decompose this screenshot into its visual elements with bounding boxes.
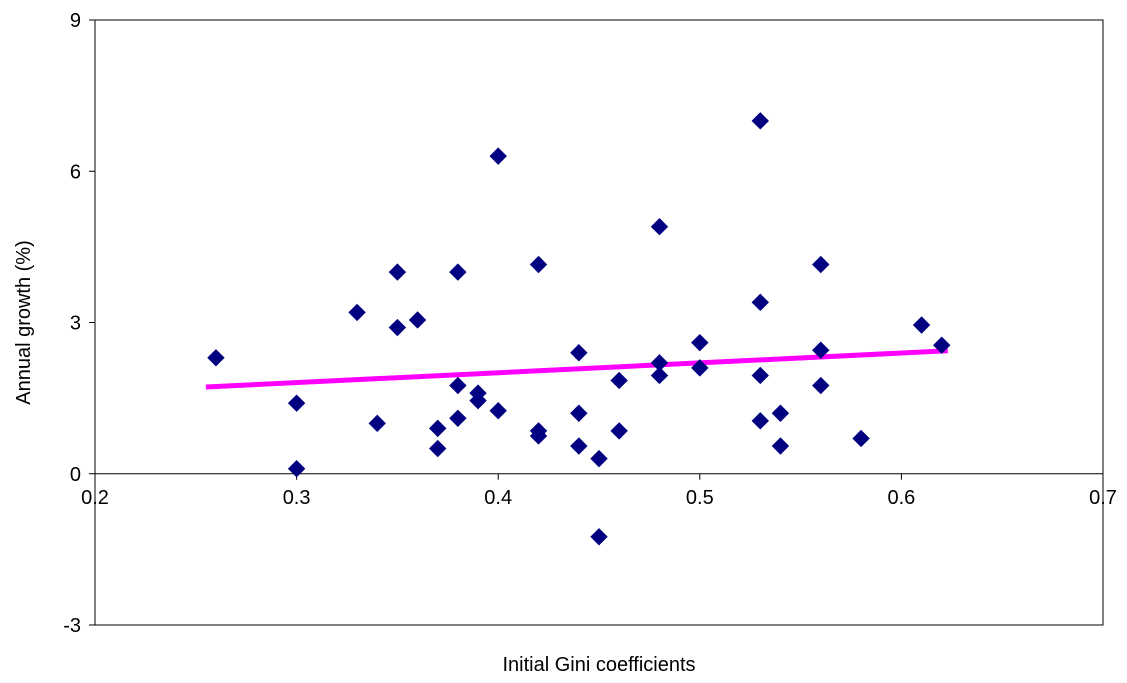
y-tick-label: 9 [70, 10, 81, 32]
data-point [429, 439, 447, 458]
x-tick-label: 0.2 [81, 487, 109, 509]
x-tick-label: 0.5 [686, 487, 714, 509]
x-tick-label: 0.4 [484, 487, 512, 509]
data-point [449, 263, 467, 281]
data-point [287, 460, 306, 478]
data-point [691, 359, 709, 377]
data-point [610, 371, 628, 390]
data-point [650, 218, 669, 236]
data-point [852, 429, 870, 448]
data-point [449, 376, 467, 395]
trendline-group [205, 348, 948, 390]
data-point [751, 112, 769, 130]
y-tick-label: 0 [70, 464, 81, 486]
data-point [812, 341, 830, 359]
data-point [570, 344, 588, 362]
data-point [529, 255, 548, 274]
data-point [650, 366, 669, 385]
data-point [388, 318, 407, 337]
data-point [529, 427, 548, 445]
data-point [590, 449, 608, 468]
x-tick-label: 0.7 [1089, 487, 1117, 509]
data-point [751, 293, 769, 312]
data-point [812, 376, 830, 395]
x-axis-title: Initial Gini coefficients [502, 654, 695, 676]
data-point [449, 409, 467, 427]
data-point [368, 414, 386, 433]
data-point [610, 422, 628, 440]
data-point [590, 528, 608, 546]
data-point [287, 394, 306, 412]
y-tick-label: 3 [70, 313, 81, 335]
data-point [348, 303, 366, 322]
data-point [771, 437, 790, 455]
data-point [570, 437, 588, 455]
data-point [469, 391, 487, 410]
data-point [489, 402, 507, 420]
data-point [207, 349, 225, 367]
data-points [207, 112, 951, 546]
data-point [489, 147, 507, 165]
y-axis-ticks: -3 0 3 6 9 [63, 10, 95, 637]
data-point [751, 412, 769, 430]
x-tick-label: 0.3 [283, 487, 311, 509]
data-point [751, 366, 769, 385]
data-point [691, 333, 709, 352]
data-point [912, 316, 931, 334]
y-axis-title: Annual growth (%) [13, 240, 35, 405]
x-axis-ticks: 0.2 0.3 0.4 0.5 0.6 0.7 [81, 473, 1117, 509]
data-point [429, 419, 447, 438]
trendline [205, 348, 948, 390]
data-point [570, 404, 588, 422]
x-tick-label: 0.6 [887, 487, 915, 509]
data-point [812, 255, 830, 274]
data-point [933, 336, 951, 354]
data-point [771, 404, 790, 422]
y-tick-label: 6 [70, 161, 81, 183]
data-point [388, 263, 407, 281]
y-tick-label: -3 [63, 615, 81, 637]
data-point [408, 311, 427, 329]
